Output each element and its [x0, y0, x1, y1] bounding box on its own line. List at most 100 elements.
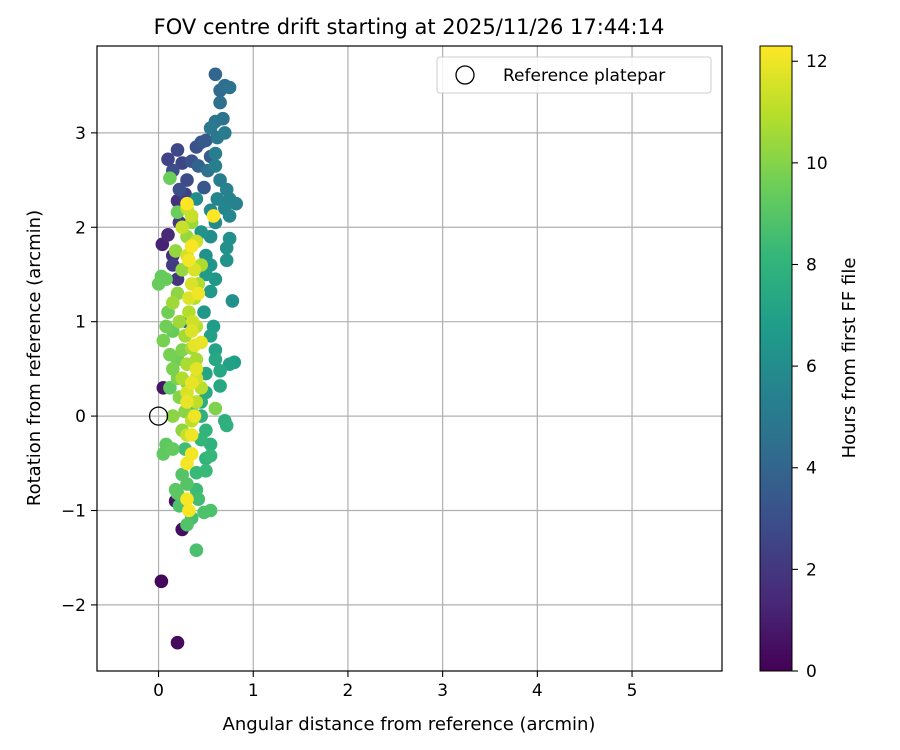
data-point: [206, 209, 221, 223]
data-point: [189, 543, 204, 557]
colorbar-tick-label: 0: [806, 662, 817, 682]
data-point: [222, 209, 237, 223]
data-point: [184, 428, 199, 442]
data-point: [161, 228, 175, 242]
data-point: [163, 381, 177, 395]
data-point: [184, 239, 199, 253]
y-tick-label: 0: [75, 407, 86, 427]
data-point: [161, 152, 175, 167]
data-point: [208, 146, 223, 161]
data-point: [180, 173, 194, 187]
data-point: [180, 492, 194, 507]
data-point: [222, 80, 237, 95]
data-point: [197, 180, 211, 195]
data-point: [180, 477, 194, 491]
data-point: [218, 126, 232, 140]
data-point: [213, 95, 227, 110]
data-point: [170, 143, 185, 157]
data-point: [189, 465, 204, 480]
data-point: [180, 395, 194, 409]
data-point: [219, 418, 234, 433]
data-point: [191, 286, 206, 301]
data-point: [210, 192, 225, 206]
x-tick-label: 5: [627, 681, 638, 701]
data-point: [180, 196, 194, 211]
data-point: [189, 395, 204, 409]
reference-marker-layer: [148, 406, 169, 426]
data-point: [170, 635, 185, 650]
data-point: [197, 305, 211, 320]
y-tick-label: −2: [61, 596, 86, 616]
data-point: [203, 121, 218, 135]
legend-box: [436, 56, 712, 94]
data-point: [168, 244, 183, 258]
y-tick-label: 1: [75, 313, 86, 333]
data-point: [184, 376, 199, 390]
data-point: [208, 159, 223, 173]
colorbar-tick-label: 12: [806, 52, 828, 72]
colorbar-tick-label: 6: [806, 357, 817, 377]
y-tick-label: −1: [61, 502, 86, 522]
colorbar-gradient: [759, 45, 793, 672]
data-point: [213, 379, 227, 393]
data-point: [213, 364, 227, 378]
data-point: [154, 574, 169, 589]
x-tick-label: 3: [437, 681, 448, 701]
data-point: [184, 209, 199, 223]
x-axis: 0 1 2 3 4 5: [153, 671, 637, 701]
data-point: [182, 253, 196, 268]
data-point: [184, 447, 199, 461]
data-point: [199, 133, 213, 148]
data-point: [166, 296, 180, 310]
data-point: [208, 67, 223, 82]
plot-frame: [96, 45, 723, 672]
data-point: [159, 319, 173, 334]
data-point: [203, 448, 218, 463]
y-axis: −2 −1 0 1 2 3: [61, 124, 97, 616]
colorbar-label: Hours from first FF file: [839, 258, 860, 459]
data-point: [208, 352, 223, 367]
data-point: [187, 409, 202, 423]
legend-reference-marker: [455, 65, 475, 85]
data-point: [194, 335, 208, 350]
data-point: [203, 329, 218, 343]
x-tick-label: 0: [153, 681, 164, 701]
y-axis-label: Rotation from reference (arcmin): [24, 210, 45, 506]
data-point: [219, 241, 234, 255]
data-point: [219, 253, 234, 268]
x-axis-label: Angular distance from reference (arcmin): [223, 714, 596, 735]
points-layer: [151, 67, 243, 650]
x-tick-label: 4: [532, 681, 543, 701]
data-point: [225, 294, 240, 308]
legend: Reference platepar: [436, 56, 712, 94]
data-point: [180, 517, 194, 532]
data-point: [208, 401, 223, 416]
y-tick-label: 2: [75, 218, 86, 238]
data-point: [182, 503, 196, 518]
reference-marker: [148, 406, 169, 426]
data-point: [208, 343, 223, 357]
data-point: [189, 362, 204, 376]
data-point: [203, 284, 218, 299]
legend-label: Reference platepar: [503, 66, 665, 86]
x-tick-label: 1: [248, 681, 259, 701]
colorbar: 0 2 4 6 8 10 12 Hours from first FF file: [759, 45, 860, 682]
data-point: [166, 409, 180, 423]
y-tick-label: 3: [75, 124, 86, 144]
data-point: [222, 357, 237, 372]
data-point: [197, 505, 211, 520]
data-point: [156, 333, 171, 348]
colorbar-ticks: 0 2 4 6 8 10 12: [792, 52, 828, 682]
x-tick-label: 2: [343, 681, 354, 701]
colorbar-tick-label: 4: [806, 459, 817, 479]
data-point: [172, 182, 187, 197]
data-point: [163, 171, 177, 185]
colorbar-tick-label: 10: [806, 154, 828, 174]
chart-title: FOV centre drift starting at 2025/11/26 …: [154, 15, 665, 39]
data-point: [172, 314, 187, 329]
data-point: [191, 492, 206, 507]
data-point: [175, 220, 189, 235]
data-point: [189, 352, 204, 367]
colorbar-tick-label: 2: [806, 560, 817, 580]
